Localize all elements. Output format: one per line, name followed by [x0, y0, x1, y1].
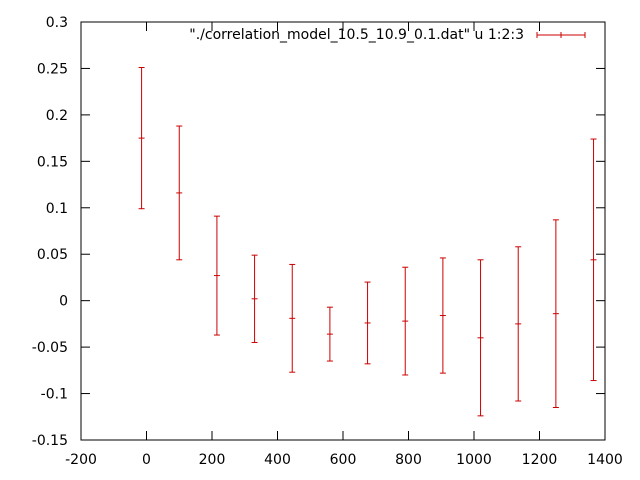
error-bar-point [251, 254, 258, 343]
error-bar-point [402, 266, 409, 376]
y-tick-label: 0.15 [37, 154, 68, 170]
error-bar-point [213, 215, 220, 336]
x-tick-label: -200 [65, 452, 97, 468]
series-layer [138, 67, 597, 417]
y-axis: -0.15 -0.1 -0.05 0 0.05 0.1 0.15 0.2 0.25 0.3 [32, 15, 605, 449]
error-bar-point [477, 259, 484, 417]
y-tick-label: 0.05 [37, 247, 68, 263]
x-tick-label: 0 [142, 452, 151, 468]
error-bar-point [138, 67, 145, 210]
x-tick-label: 1400 [587, 452, 623, 468]
x-tick-label: 200 [199, 452, 226, 468]
y-tick-label: -0.05 [32, 340, 68, 356]
y-tick-label: 0.3 [46, 15, 68, 31]
x-tick-label: 800 [395, 452, 422, 468]
y-tick-label: -0.1 [41, 387, 68, 403]
y-tick-label: 0.2 [46, 108, 68, 124]
x-tick-label: 400 [264, 452, 291, 468]
error-bar-point [552, 219, 559, 408]
legend: "./correlation_model_10.5_10.9_0.1.dat" … [189, 27, 586, 43]
y-tick-label: 0.25 [37, 61, 68, 77]
plot-area-frame [80, 21, 606, 441]
error-bar-point [590, 138, 597, 382]
error-bar-point [364, 281, 371, 365]
error-bar-point [289, 263, 296, 373]
x-tick-label: 600 [330, 452, 357, 468]
error-bar-point [515, 246, 522, 402]
y-tick-label: -0.15 [32, 433, 68, 449]
error-bar-point [326, 306, 333, 362]
y-tick-label: 0.1 [46, 201, 68, 217]
x-axis: -200 0 200 400 600 800 1000 1200 1400 [65, 22, 623, 468]
legend-label: "./correlation_model_10.5_10.9_0.1.dat" … [189, 27, 524, 43]
legend-key [536, 32, 586, 38]
y-tick-label: 0 [59, 294, 68, 310]
x-tick-label: 1200 [522, 452, 558, 468]
error-bar-point [439, 257, 446, 374]
x-tick-label: 1000 [456, 452, 492, 468]
error-bar-point [176, 125, 183, 261]
